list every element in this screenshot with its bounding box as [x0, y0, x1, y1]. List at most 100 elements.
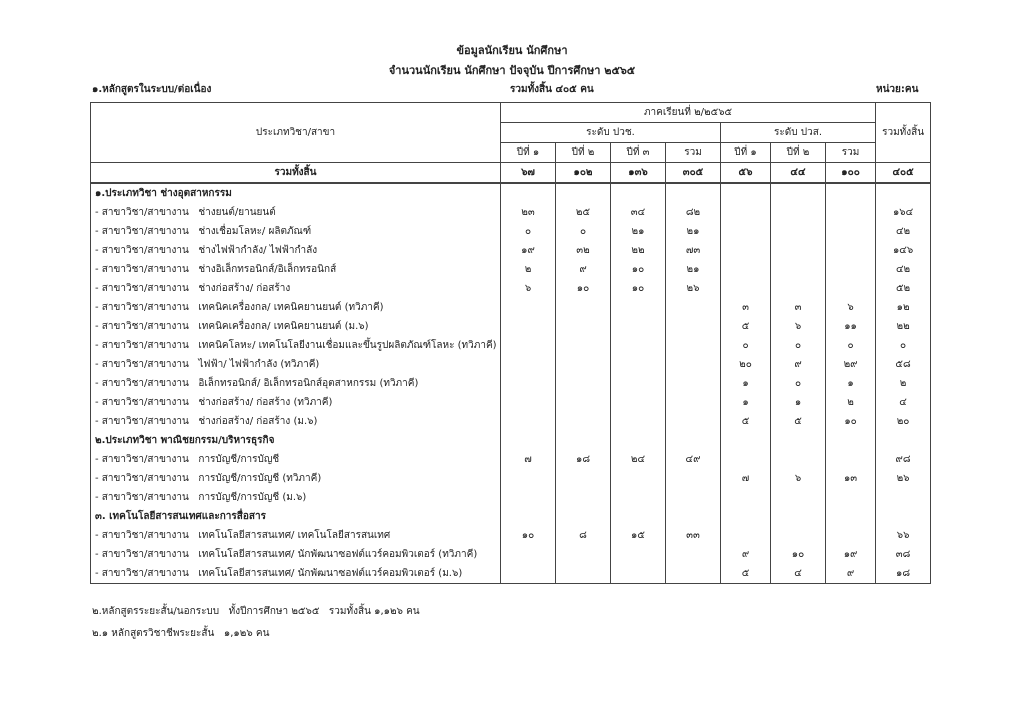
program: ๑.หลักสูตรในระบบ/ต่อเนื่อง: [92, 84, 212, 95]
cell: [824, 260, 877, 279]
cell: [770, 488, 826, 507]
table-row: - สาขาวิชา/สาขางาน ไฟฟ้า/ ไฟฟ้ากำลัง (ทว…: [90, 355, 932, 374]
unit: หน่วย:คน: [876, 84, 919, 95]
cell: [770, 183, 826, 203]
section-title: ๓. เทคโนโลยีสารสนเทศและการสื่อสาร: [90, 507, 501, 526]
cell: ๖๗: [500, 162, 556, 184]
cell: ๒๑: [665, 260, 721, 279]
cell: [610, 469, 666, 488]
cell: ๒๕: [555, 203, 611, 222]
row-label: - สาขาวิชา/สาขางาน เทคนิคโลหะ/ เทคโนโลยี…: [90, 336, 501, 355]
cell: ๗: [720, 469, 771, 488]
cell: [824, 488, 877, 507]
cell: ๕๘: [875, 355, 932, 374]
cell: [500, 412, 556, 431]
cell: [555, 298, 611, 317]
cell: [770, 526, 826, 545]
footer-line: ๒.หลักสูตรระยะสั้น/นอกระบบ ทั้งปีการศึกษ…: [92, 606, 420, 617]
cell: [875, 431, 932, 450]
cell: [610, 564, 666, 584]
cell: ๑๐๒: [555, 162, 611, 184]
cell: ๓: [770, 298, 826, 317]
cell: [770, 260, 826, 279]
cell: ๙๘: [875, 450, 932, 469]
cell: [720, 183, 771, 203]
row-label: - สาขาวิชา/สาขางาน ช่างยนต์/ยานยนต์: [90, 203, 501, 222]
cell: ๙: [720, 545, 771, 564]
total: รวมทั้งสิ้น ๔๐๕ คน: [510, 84, 594, 95]
cell: ๒๖: [665, 279, 721, 298]
cell: ๔๙: [665, 450, 721, 469]
cell: ๑๙: [500, 241, 556, 260]
cell: ๐: [720, 336, 771, 355]
cell: ๙: [770, 355, 826, 374]
cell: [720, 241, 771, 260]
table-row: - สาขาวิชา/สาขางาน การบัญชี/การบัญชี (ทว…: [90, 469, 932, 488]
cell: ๒: [824, 393, 877, 412]
cell: [555, 564, 611, 584]
header-cell: รวม: [665, 142, 721, 163]
table-row: - สาขาวิชา/สาขางาน ช่างก่อสร้าง/ ก่อสร้า…: [90, 279, 932, 298]
cell: ๑๐: [610, 279, 666, 298]
cell: [610, 393, 666, 412]
cell: ๐: [770, 374, 826, 393]
cell: [720, 488, 771, 507]
row-label: - สาขาวิชา/สาขางาน เทคโนโลยีสารสนเทศ/ เท…: [90, 526, 501, 545]
cell: [610, 355, 666, 374]
cell: [824, 183, 877, 203]
row-label: - สาขาวิชา/สาขางาน อิเล็กทรอนิกส์/ อิเล็…: [90, 374, 501, 393]
cell: ๑๘: [875, 564, 932, 584]
cell: [665, 393, 721, 412]
cell: ๑๑: [824, 317, 877, 336]
cell: [555, 393, 611, 412]
cell: [720, 222, 771, 241]
cell: ๑๓: [824, 469, 877, 488]
cell: ๑: [720, 393, 771, 412]
row-label: - สาขาวิชา/สาขางาน ไฟฟ้า/ ไฟฟ้ากำลัง (ทว…: [90, 355, 501, 374]
cell: ๕: [720, 317, 771, 336]
section-row: ๑.ประเภทวิชา ช่างอุตสาหกรรม: [90, 183, 932, 203]
cell: [665, 431, 721, 450]
cell: [720, 526, 771, 545]
header-cell: ปีที่ ๒: [555, 142, 611, 163]
table-row: - สาขาวิชา/สาขางาน ช่างไฟฟ้ากำลัง/ ไฟฟ้า…: [90, 241, 932, 260]
cell: ๓๒: [555, 241, 611, 260]
cell: [665, 183, 721, 203]
row-label: - สาขาวิชา/สาขางาน เทคนิคเครื่องกล/ เทคน…: [90, 298, 501, 317]
cell: ๗: [500, 450, 556, 469]
cell: ๔๔: [770, 162, 826, 184]
cell: ๒: [875, 374, 932, 393]
cell: [665, 507, 721, 526]
table-row: - สาขาวิชา/สาขางาน อิเล็กทรอนิกส์/ อิเล็…: [90, 374, 932, 393]
cell: [500, 469, 556, 488]
cell: ๑๐: [555, 279, 611, 298]
cell: ๒๖: [875, 469, 932, 488]
cell: [824, 203, 877, 222]
cell: [610, 412, 666, 431]
row-label: - สาขาวิชา/สาขางาน ช่างอิเล็กทรอนิกส์/อิ…: [90, 260, 501, 279]
cell: [824, 431, 877, 450]
cell: [555, 183, 611, 203]
row-label: - สาขาวิชา/สาขางาน เทคโนโลยีสารสนเทศ/ นั…: [90, 564, 501, 584]
row-label: - สาขาวิชา/สาขางาน ช่างก่อสร้าง/ ก่อสร้า…: [90, 412, 501, 431]
cell: [665, 564, 721, 584]
table-row: - สาขาวิชา/สาขางาน ช่างยนต์/ยานยนต์ ๒๓ ๒๕๓…: [90, 203, 932, 222]
cell: [665, 317, 721, 336]
cell: [555, 488, 611, 507]
header-cell: ภาคเรียนที่ ๒/๒๕๖๕: [499, 102, 877, 123]
section-row: ๓. เทคโนโลยีสารสนเทศและการสื่อสาร: [90, 507, 932, 526]
cell: ๕: [720, 564, 771, 584]
cell: [555, 355, 611, 374]
row-label: - สาขาวิชา/สาขางาน เทคนิคเครื่องกล/ เทคน…: [90, 317, 501, 336]
cell: [824, 279, 877, 298]
cell: ๑๙: [824, 545, 877, 564]
cell: [770, 222, 826, 241]
cell: ๐: [824, 336, 877, 355]
cell: ๑๓๖: [610, 162, 666, 184]
cell: [555, 336, 611, 355]
cell: [665, 298, 721, 317]
row-label: - สาขาวิชา/สาขางาน การบัญชี/การบัญชี (ทว…: [90, 469, 501, 488]
cell: [770, 241, 826, 260]
row-label: - สาขาวิชา/สาขางาน ช่างไฟฟ้ากำลัง/ ไฟฟ้า…: [90, 241, 501, 260]
cell: [665, 469, 721, 488]
